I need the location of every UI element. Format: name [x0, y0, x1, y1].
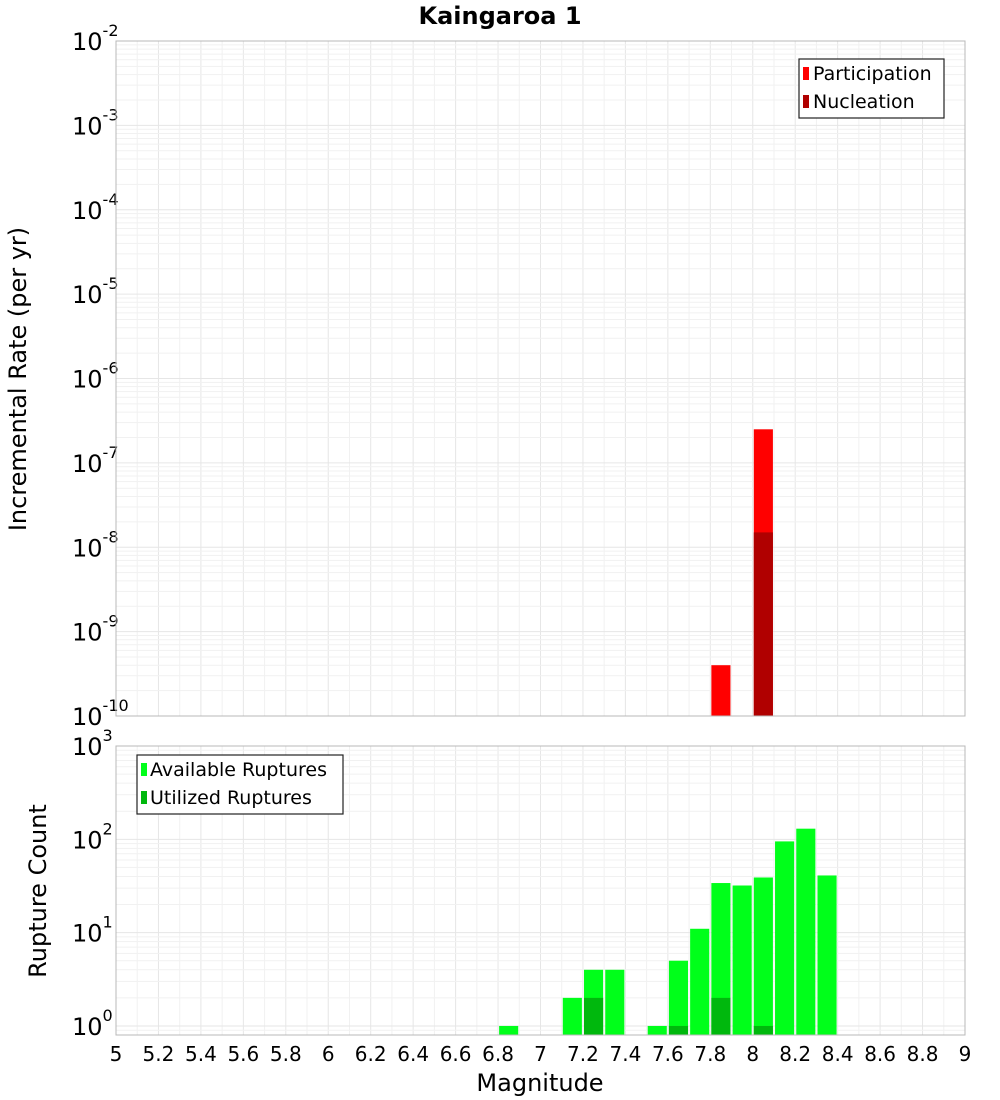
rate-y-tick-label: 10-8: [72, 527, 119, 562]
count-bar-available-ruptures: [499, 1025, 519, 1035]
count-bar-utilized-ruptures: [753, 1025, 773, 1035]
legend-swatch-nucleation: [803, 95, 809, 108]
count-bar-available-ruptures: [732, 885, 752, 1035]
x-tick-label: 8.6: [864, 1042, 896, 1066]
legend-label-utilized: Utilized Ruptures: [150, 787, 312, 809]
count-bar-available-ruptures: [775, 841, 795, 1035]
legend-swatch-participation: [803, 67, 809, 80]
rate-y-tick-label: 10-9: [72, 612, 119, 647]
x-tick-label: 6.4: [397, 1042, 429, 1066]
x-axis-label: Magnitude: [476, 1069, 603, 1097]
count-y-tick-label: 103: [72, 726, 113, 761]
rate-y-tick-label: 10-6: [72, 359, 119, 394]
x-tick-label: 8.2: [779, 1042, 811, 1066]
x-tick-label: 6.8: [482, 1042, 514, 1066]
count-y-tick-label: 100: [72, 1006, 113, 1041]
count-legend: Available Ruptures Utilized Ruptures: [136, 754, 344, 815]
legend-label-participation: Participation: [813, 63, 932, 85]
rate-legend-box: [798, 58, 945, 119]
x-tick-label: 8: [746, 1042, 759, 1066]
rate-bars: [711, 429, 773, 716]
count-bar-available-ruptures: [753, 877, 773, 1035]
count-bar-utilized-ruptures: [584, 997, 604, 1035]
x-tick-label: 5.6: [227, 1042, 259, 1066]
x-tick-label: 5.2: [143, 1042, 175, 1066]
rate-grid: [115, 41, 966, 717]
count-bar-available-ruptures: [817, 875, 837, 1035]
count-legend-box: [136, 754, 344, 815]
chart-title: Kaingaroa 1: [418, 2, 581, 30]
count-bar-available-ruptures: [668, 960, 689, 1035]
x-tick-label: 5.8: [270, 1042, 302, 1066]
count-plot-frame: [115, 745, 966, 1036]
legend-label-nucleation: Nucleation: [813, 91, 915, 113]
count-y-tick-label: 101: [72, 913, 113, 948]
x-tick-label: 7.4: [609, 1042, 641, 1066]
x-tick-label: 6.2: [355, 1042, 387, 1066]
count-bar-available-ruptures: [562, 997, 582, 1035]
x-tick-label: 7.6: [652, 1042, 684, 1066]
rate-y-tick-label: 10-5: [72, 274, 119, 309]
x-tick-label: 7.8: [694, 1042, 726, 1066]
count-y-axis-label: Rupture Count: [24, 804, 52, 978]
x-tick-label: 5: [110, 1042, 123, 1066]
count-bars: [499, 828, 837, 1035]
count-bar-utilized-ruptures: [711, 997, 731, 1035]
rate-bar-nucleation: [753, 532, 773, 716]
count-bar-available-ruptures: [690, 928, 710, 1035]
rate-y-axis-label: Incremental Rate (per yr): [4, 227, 32, 531]
rate-y-tick-label: 10-10: [72, 696, 129, 731]
count-bar-available-ruptures: [796, 828, 816, 1035]
x-tick-label: 5.4: [185, 1042, 217, 1066]
rate-y-ticks: 10-10 10-9 10-8 10-7 10-6 10-5 10-4 10-3 10-2: [72, 21, 129, 731]
rate-plot-frame: [115, 40, 966, 717]
count-bar-available-ruptures: [605, 969, 625, 1035]
x-tick-label: 7.2: [567, 1042, 599, 1066]
rate-y-tick-label: 10-4: [72, 190, 119, 225]
x-tick-label: 9: [959, 1042, 972, 1066]
rate-legend: Participation Nucleation: [798, 58, 945, 119]
rate-y-tick-label: 10-3: [72, 105, 119, 140]
count-bar-utilized-ruptures: [668, 1025, 689, 1035]
rate-bar-participation: [711, 665, 731, 716]
count-y-ticks: 100 101 102 103: [72, 726, 113, 1041]
count-bar-available-ruptures: [647, 1025, 667, 1035]
legend-label-available: Available Ruptures: [150, 759, 327, 781]
rate-y-tick-label: 10-7: [72, 443, 119, 478]
x-tick-labels: 5 5.2 5.4 5.6 5.8 6 6.2 6.4 6.6 6.8 7 7.2 7.4 7.6 7.8 8…: [110, 1042, 972, 1066]
legend-swatch-available: [141, 763, 147, 776]
count-bar-available-ruptures: [711, 883, 731, 1035]
rate-y-tick-label: 10-2: [72, 21, 119, 56]
x-tick-label: 8.4: [822, 1042, 854, 1066]
x-tick-label: 6: [322, 1042, 335, 1066]
x-tick-label: 8.8: [907, 1042, 939, 1066]
count-y-tick-label: 102: [72, 819, 113, 854]
x-tick-label: 7: [534, 1042, 547, 1066]
legend-swatch-utilized: [141, 791, 147, 804]
x-tick-label: 6.6: [440, 1042, 472, 1066]
